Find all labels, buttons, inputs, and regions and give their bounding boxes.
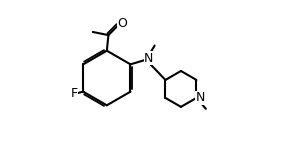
Text: O: O [117,17,127,30]
Text: F: F [70,87,77,100]
Text: N: N [144,52,154,65]
Text: N: N [196,91,205,104]
